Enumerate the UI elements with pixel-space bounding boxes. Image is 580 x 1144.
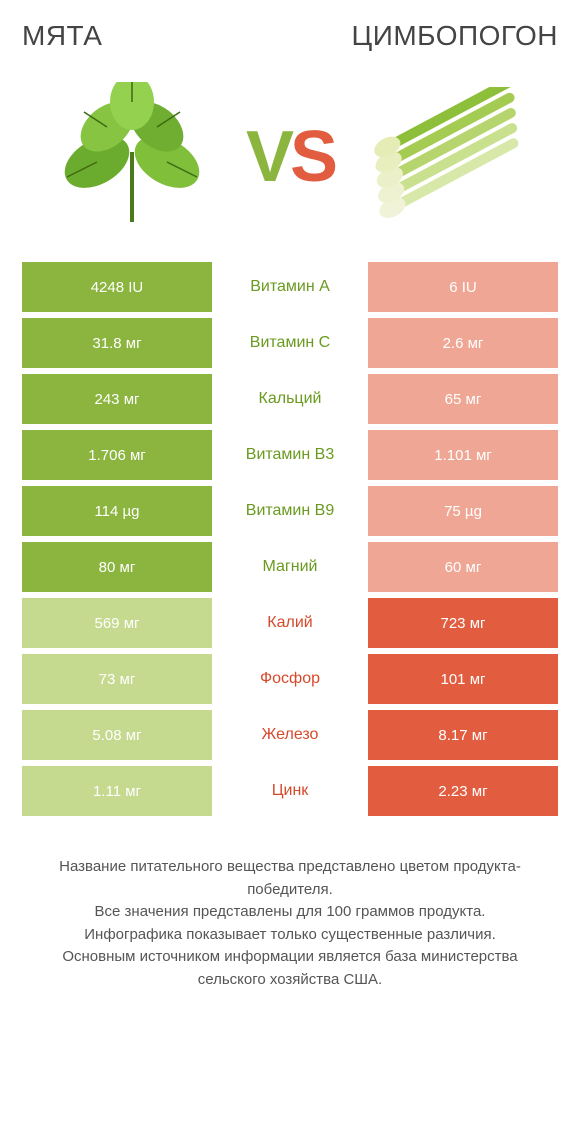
nutrient-label: Витамин A [212,262,368,312]
nutrient-row: 1.11 мгЦинк2.23 мг [22,766,558,816]
left-value: 1.11 мг [22,766,212,816]
right-value: 2.6 мг [368,318,558,368]
nutrient-label: Витамин C [212,318,368,368]
nutrient-row: 4248 IUВитамин A6 IU [22,262,558,312]
vs-label: V S [246,116,334,198]
nutrient-row: 80 мгМагний60 мг [22,542,558,592]
header: МЯТА ЦИМБОПОГОН [22,20,558,52]
left-value: 73 мг [22,654,212,704]
left-value: 1.706 мг [22,430,212,480]
nutrient-row: 569 мгКалий723 мг [22,598,558,648]
hero-row: V S [22,72,558,262]
nutrient-label: Магний [212,542,368,592]
mint-illustration [42,82,222,232]
nutrient-label: Железо [212,710,368,760]
nutrient-row: 114 µgВитамин B975 µg [22,486,558,536]
right-value: 65 мг [368,374,558,424]
left-value: 31.8 мг [22,318,212,368]
nutrient-row: 73 мгФосфор101 мг [22,654,558,704]
left-value: 4248 IU [22,262,212,312]
left-value: 243 мг [22,374,212,424]
right-value: 60 мг [368,542,558,592]
nutrient-label: Витамин B9 [212,486,368,536]
left-value: 114 µg [22,486,212,536]
right-value: 75 µg [368,486,558,536]
right-title: ЦИМБОПОГОН [352,20,559,52]
left-value: 569 мг [22,598,212,648]
right-value: 723 мг [368,598,558,648]
nutrient-label: Кальций [212,374,368,424]
nutrient-label: Калий [212,598,368,648]
nutrient-row: 1.706 мгВитамин B31.101 мг [22,430,558,480]
right-value: 101 мг [368,654,558,704]
nutrient-label: Цинк [212,766,368,816]
nutrient-label: Фосфор [212,654,368,704]
footnote: Название питательного вещества представл… [22,856,558,991]
right-value: 6 IU [368,262,558,312]
right-value: 2.23 мг [368,766,558,816]
nutrient-table: 4248 IUВитамин A6 IU 31.8 мгВитамин C2.6 … [22,262,558,816]
right-value: 1.101 мг [368,430,558,480]
nutrient-row: 5.08 мгЖелезо8.17 мг [22,710,558,760]
left-value: 5.08 мг [22,710,212,760]
right-value: 8.17 мг [368,710,558,760]
left-title: МЯТА [22,20,102,52]
vs-s: S [290,116,334,198]
nutrient-label: Витамин B3 [212,430,368,480]
left-value: 80 мг [22,542,212,592]
nutrient-row: 243 мгКальций65 мг [22,374,558,424]
vs-v: V [246,116,290,198]
lemongrass-illustration [358,82,538,232]
nutrient-row: 31.8 мгВитамин C2.6 мг [22,318,558,368]
